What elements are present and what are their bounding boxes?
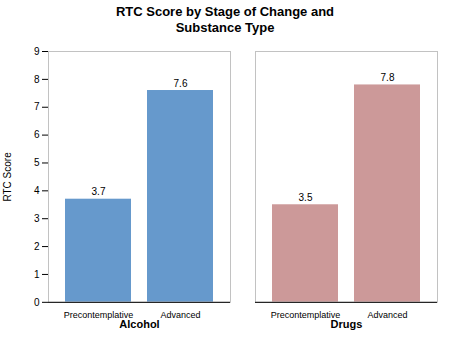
svg-text:Alcohol: Alcohol [119,318,159,330]
svg-text:2: 2 [34,241,40,252]
svg-text:8: 8 [34,74,40,85]
svg-text:7: 7 [34,102,40,113]
html-text:RTC Score by Stage of Change a: RTC Score by Stage of Change and Substan… [115,4,335,35]
svg-text:Drugs: Drugs [331,318,363,330]
svg-text:5: 5 [34,157,40,168]
svg-text:3: 3 [34,213,40,224]
svg-text:Precontemplative: Precontemplative [63,309,134,320]
svg-text:Advanced: Advanced [160,310,200,320]
svg-text:3.5: 3.5 [299,192,313,203]
svg-text:6: 6 [34,129,40,140]
svg-text:7.6: 7.6 [174,78,188,89]
svg-text:1: 1 [34,269,40,280]
svg-text:Advanced: Advanced [367,310,407,320]
svg-text:7.8: 7.8 [381,72,395,83]
svg-text:0: 0 [34,297,40,308]
svg-text:3.7: 3.7 [92,187,106,198]
svg-text:4: 4 [34,185,40,196]
svg-text:Precontemplative: Precontemplative [270,309,341,320]
svg-text:RTC Score: RTC Score [2,152,13,202]
svg-text:9: 9 [34,46,40,57]
